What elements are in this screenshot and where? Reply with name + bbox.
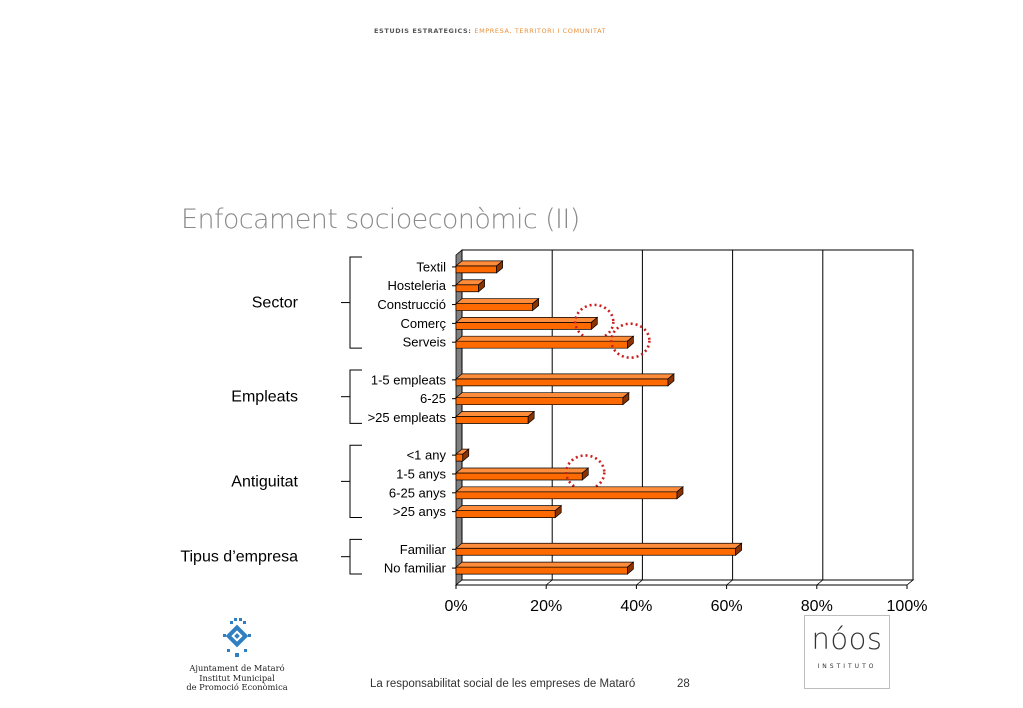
group-label-3: Tipus d’empresa [180, 549, 298, 566]
bar-6-25 [455, 397, 624, 406]
bar-end-Textil [496, 260, 503, 274]
bar-Construcció [455, 303, 534, 311]
bar-top-Serveis [455, 335, 635, 342]
category-label: Construcció [377, 297, 446, 312]
bar-end-Comerç [590, 316, 598, 331]
bar-1-5 anys [455, 472, 583, 481]
header-subtitle: EMPRESA, TERRITORI I COMUNITAT [474, 27, 607, 35]
bar-Comerç [455, 322, 592, 330]
bar-end-No familiar [627, 561, 634, 575]
category-label: >25 empleats [368, 410, 447, 425]
gridline-depth [726, 579, 733, 586]
category-label: Hosteleria [387, 278, 446, 293]
bar-end-Construcció [532, 297, 540, 312]
bar->25 empleats [455, 416, 529, 424]
bar-No familiar [455, 566, 628, 575]
category-label: No familiar [384, 561, 447, 576]
bar-Serveis [455, 340, 628, 349]
bar-Hosteleria [455, 284, 479, 293]
slide-title: Enfocament socioeconòmic (II) [181, 204, 580, 235]
bar-end-6-25 anys [676, 486, 684, 500]
x-tick-label: 60% [711, 598, 743, 615]
x-tick-label: 0% [444, 598, 467, 615]
bar-top-Construcció [455, 298, 540, 304]
category-label: >25 anys [393, 504, 447, 519]
category-label: 6-25 anys [389, 485, 447, 500]
bar-1-5 empleats [455, 378, 669, 387]
bar-end->25 anys [554, 504, 562, 519]
bar-end-<1 any [462, 448, 470, 462]
chart-floor [454, 579, 915, 586]
bar-top-Textil [455, 260, 504, 267]
group-label-1: Empleats [231, 389, 298, 406]
highlight-circle [573, 303, 615, 341]
bar-top-Familiar [455, 542, 743, 549]
bar-top->25 empleats [455, 411, 536, 417]
bar-top-6-25 anys [455, 486, 684, 493]
bar-end-1-5 empleats [667, 373, 675, 387]
bar-end-Serveis [627, 335, 634, 349]
highlight-circle [564, 454, 606, 491]
noos-logo: nóos INSTITUTO [804, 615, 890, 689]
group-bracket [349, 256, 362, 349]
gridline-depth [816, 579, 824, 586]
group-label-0: Sector [252, 295, 299, 312]
bar-6-25 anys [455, 491, 678, 500]
highlight-circle [610, 322, 651, 360]
bar-top-1-5 empleats [455, 373, 675, 380]
header-brand: ESTUDIS ESTRATEGICS: [374, 27, 472, 35]
group-bracket [349, 369, 362, 424]
category-label: 1-5 anys [396, 466, 446, 481]
bar-end-6-25 [622, 391, 630, 406]
bar-end-Hosteleria [478, 278, 485, 293]
ajuntament-emblem-icon [223, 618, 251, 657]
noos-brand: nóos [811, 622, 883, 656]
bar-top->25 anys [455, 505, 563, 511]
bar-<1 any [455, 453, 464, 462]
x-tick-label: 40% [620, 598, 652, 615]
group-bracket [349, 538, 362, 575]
group-bracket [349, 444, 362, 519]
bar-top-1-5 anys [455, 467, 590, 474]
category-label: <1 any [407, 448, 447, 463]
group-label-2: Antiguitat [231, 473, 298, 490]
x-tick-label: 80% [801, 598, 833, 615]
footer-caption: La responsabilitat social de les emprese… [370, 678, 636, 690]
bar-top-No familiar [455, 561, 635, 568]
x-tick-label: 20% [530, 598, 562, 615]
noos-subtitle: INSTITUTO [817, 663, 877, 670]
category-label: Serveis [403, 335, 447, 350]
bar->25 anys [455, 510, 556, 518]
bar-end-1-5 anys [581, 467, 589, 481]
org-line-2: Institut Municipal [199, 672, 275, 683]
ajuntament-logo: Ajuntament de Mataró Institut Municipal … [182, 616, 292, 698]
bar-end-Familiar [735, 542, 742, 557]
header-tagline: ESTUDIS ESTRATEGICS: EMPRESA, TERRITORI … [374, 27, 606, 35]
category-label: 6-25 [420, 391, 446, 406]
category-label: Textil [416, 259, 446, 274]
bar-end->25 empleats [527, 410, 535, 425]
bar-Familiar [455, 547, 736, 556]
gridline-depth [636, 579, 643, 586]
bar-top-6-25 [455, 392, 630, 399]
category-label: 1-5 empleats [371, 372, 447, 387]
gridline-depth [545, 579, 553, 586]
org-line-3: de Promoció Econòmica [186, 682, 288, 693]
bar-Textil [455, 265, 497, 274]
x-tick-label: 100% [887, 598, 928, 615]
page-number: 28 [677, 678, 690, 690]
category-label: Comerç [400, 316, 446, 331]
category-label: Familiar [400, 542, 447, 557]
org-line-1: Ajuntament de Mataró [189, 663, 285, 673]
